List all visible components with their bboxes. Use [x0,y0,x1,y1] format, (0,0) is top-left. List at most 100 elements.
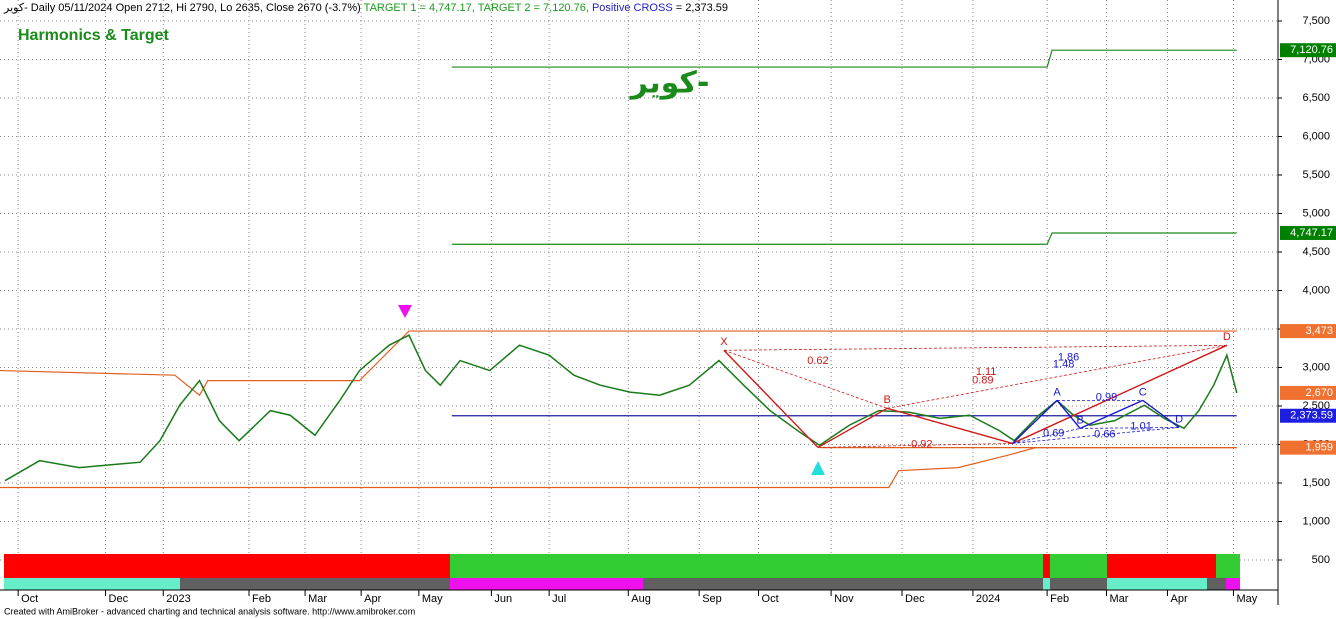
ribbon-seg [4,578,180,590]
price-label: 7,120.76 [1290,44,1333,56]
pattern-leg [817,407,888,449]
ribbon-seg [643,578,1043,590]
grid [0,0,1278,561]
pattern-leg [723,349,819,448]
y-tick-label: 3,000 [1302,361,1330,373]
ribbon-seg [1207,578,1226,590]
price-label: 2,373.59 [1290,410,1333,422]
pattern-leg [1012,399,1058,444]
pattern-ratio: 0.62 [807,355,828,367]
price-label: 1,959 [1305,442,1333,454]
y-tick-label: 1,500 [1302,477,1330,489]
x-tick-label: Sep [702,593,722,605]
pattern-dash [1012,427,1180,444]
level-line [451,232,1237,245]
y-tick-label: 6,000 [1302,130,1330,142]
x-tick-label: 2024 [976,593,1000,605]
pattern-ratio: 1.11 [976,366,997,378]
footer: Created with AmiBroker - advanced charti… [4,606,415,616]
target1: TARGET 1 = 4,747.17, [364,2,475,14]
pattern-dash [723,344,1227,351]
pattern-ratio: 1.01 [1130,421,1151,433]
x-tick-label: Oct [21,593,38,605]
pattern-ratio: 0.89 [972,374,993,386]
level-line [451,49,1237,68]
target2: TARGET 2 = 7,120.76, [478,2,589,14]
pattern-dash [723,349,888,409]
ribbon-seg [1050,554,1107,578]
pattern-ratio: 1.86 [1058,351,1079,363]
ribbon-seg [180,578,450,590]
subtitle: كوير- [629,66,710,101]
ribbon-seg [4,554,450,578]
price-label: 3,473 [1305,325,1333,337]
cross: Positive CROSS [592,2,673,14]
ribbon-seg [1050,578,1107,590]
x-tick-label: Oct [762,593,779,605]
ribbon-seg [1043,578,1050,590]
pattern-leg [1012,344,1228,445]
pattern-point-label: X [720,336,728,348]
y-tick-label: 4,000 [1302,284,1330,296]
x-tick-label: Jul [552,593,566,605]
y-tick-label: 1,000 [1302,515,1330,527]
x-tick-label: Apr [1171,593,1188,605]
pattern-leg [1142,399,1180,428]
ribbon-seg [1216,554,1240,578]
pattern-point-label: B [1076,414,1083,426]
pattern-dash [817,443,1013,448]
y-tick-label: 6,500 [1302,92,1330,104]
y-tick-label: 500 [1312,554,1330,566]
x-tick-label: Jun [494,593,512,605]
buy-signal [811,461,825,475]
x-tick-label: Dec [905,593,925,605]
ribbon-seg [1107,554,1216,578]
pattern-dash [887,344,1227,409]
ribbon [4,554,1240,590]
level-line [0,330,1237,397]
price-label-box [1280,440,1336,455]
x-tick-label: Nov [834,593,854,605]
pattern-ratio: 0.92 [911,438,932,450]
symbol-line: كوير- Daily 05/11/2024 Open 2712, Hi 279… [3,2,361,14]
pattern-dash [1080,427,1180,429]
price-label-box [1280,408,1336,423]
pattern-point-label: D [1175,413,1183,425]
ribbon-seg [1226,578,1240,590]
pattern-ratio: 0.69 [1043,428,1064,440]
pattern-point-label: C [1139,386,1147,398]
price-line [4,334,1238,482]
pattern-point-label: D [1223,331,1231,343]
pattern-point-label: A [1053,386,1061,398]
ribbon-seg [450,554,1043,578]
y-tick-label: 4,500 [1302,246,1330,258]
pattern-ratio: 0.66 [1094,428,1115,440]
x-tick-label: May [422,593,443,605]
x-tick-label: Aug [631,593,651,605]
ribbon-seg [1043,554,1050,578]
x-tick-label: Apr [364,593,381,605]
x-tick-label: Dec [109,593,129,605]
pattern-ratio: 1.48 [1053,358,1074,370]
price-label-box [1280,225,1336,240]
y-tick-label: 5,000 [1302,207,1330,219]
x-tick-label: May [1236,593,1257,605]
price-label-box [1280,385,1336,400]
chart-title: Harmonics & Target [18,27,170,44]
pattern-point-label: B [884,394,891,406]
ribbon-seg [450,578,643,590]
price-label-box [1280,324,1336,339]
price-label: 2,670 [1305,387,1333,399]
pattern-leg [1079,399,1144,430]
price-label: 4,747.17 [1290,227,1333,239]
y-tick-label: 5,500 [1302,169,1330,181]
pattern-leg [886,407,1013,445]
price-label-box [1280,43,1336,58]
x-tick-label: Feb [252,593,271,605]
sell-signal [398,305,412,318]
cross-value: = 2,373.59 [676,2,728,14]
header: كوير- Daily 05/11/2024 Open 2712, Hi 279… [3,2,728,14]
